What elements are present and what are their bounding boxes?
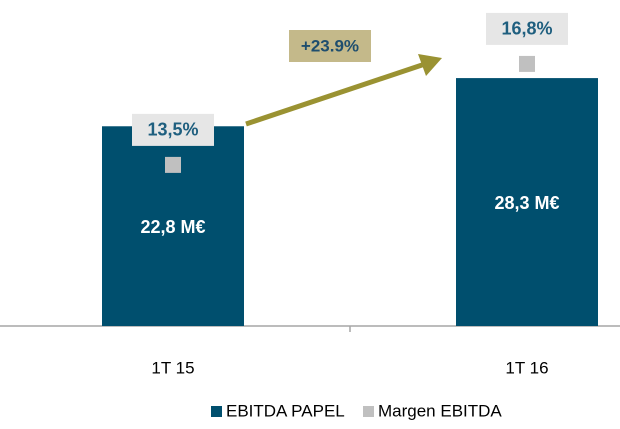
- x-tick-label: 1T 16: [505, 358, 548, 377]
- legend-label: Margen EBITDA: [378, 401, 502, 420]
- margin-value-label: 16,8%: [501, 19, 552, 39]
- margin-value-label: 13,5%: [147, 120, 198, 140]
- annotation: +23.9%: [301, 36, 359, 55]
- growth-arrow-head: [418, 54, 442, 76]
- legend-swatch: [211, 406, 222, 417]
- margin-label-box: [486, 12, 568, 45]
- legend-label: EBITDA PAPEL: [226, 401, 345, 420]
- margin-marker: [165, 156, 181, 173]
- bar: [456, 78, 598, 326]
- x-tick-label: 1T 15: [151, 358, 194, 377]
- annotation-box: [289, 30, 371, 62]
- bar-value-label: 28,3 M€: [494, 193, 559, 213]
- bar-value-label: 22,8 M€: [140, 217, 205, 237]
- legend-swatch: [363, 406, 374, 417]
- margin-label-box: [132, 113, 214, 146]
- margin-marker: [519, 55, 535, 72]
- growth-arrow: [245, 61, 426, 127]
